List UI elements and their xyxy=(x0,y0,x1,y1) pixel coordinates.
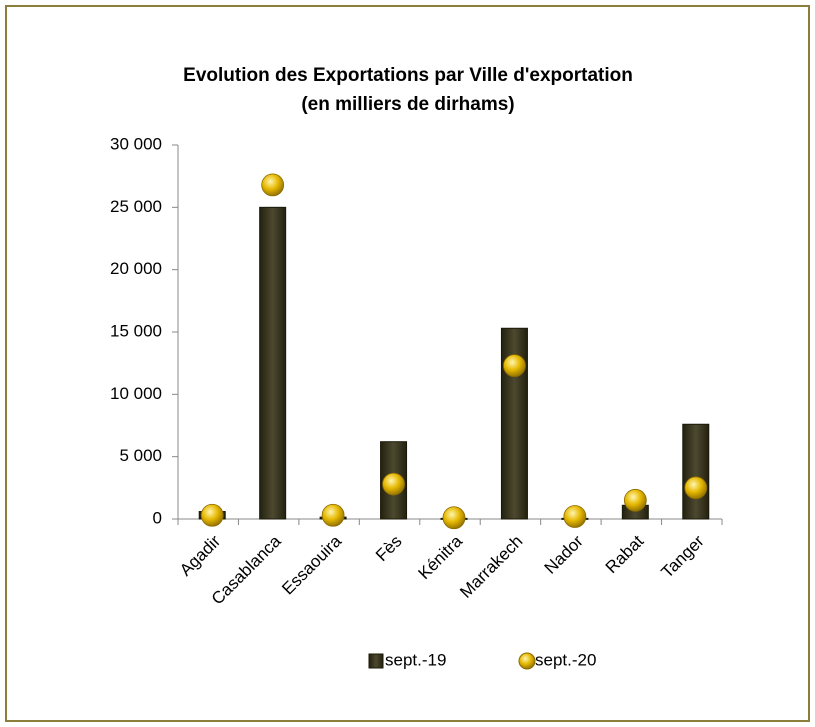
y-tick-label: 0 xyxy=(153,508,162,527)
chart-title: Evolution des Exportations par Ville d'e… xyxy=(183,65,633,86)
chart-frame xyxy=(5,5,810,722)
y-tick-label: 20 000 xyxy=(110,259,162,278)
bar xyxy=(682,423,710,520)
dot xyxy=(261,173,285,197)
chart-subtitle: (en milliers de dirhams) xyxy=(301,94,514,115)
legend-label: sept.-20 xyxy=(535,650,596,669)
dot xyxy=(684,476,708,500)
dot xyxy=(200,503,224,527)
legend-label: sept.-19 xyxy=(385,650,446,669)
legend-swatch xyxy=(518,652,536,670)
legend-swatch xyxy=(368,653,384,669)
bar xyxy=(259,206,287,520)
dot xyxy=(382,472,405,496)
dot xyxy=(321,503,345,527)
y-tick-label: 5 000 xyxy=(119,446,162,465)
dot xyxy=(623,488,647,512)
y-tick-label: 30 000 xyxy=(110,134,162,153)
y-tick-label: 10 000 xyxy=(110,384,162,403)
y-tick-label: 15 000 xyxy=(110,321,162,340)
dot xyxy=(442,506,466,530)
y-tick-label: 25 000 xyxy=(110,197,162,216)
dot xyxy=(503,354,526,378)
dot xyxy=(563,505,587,528)
